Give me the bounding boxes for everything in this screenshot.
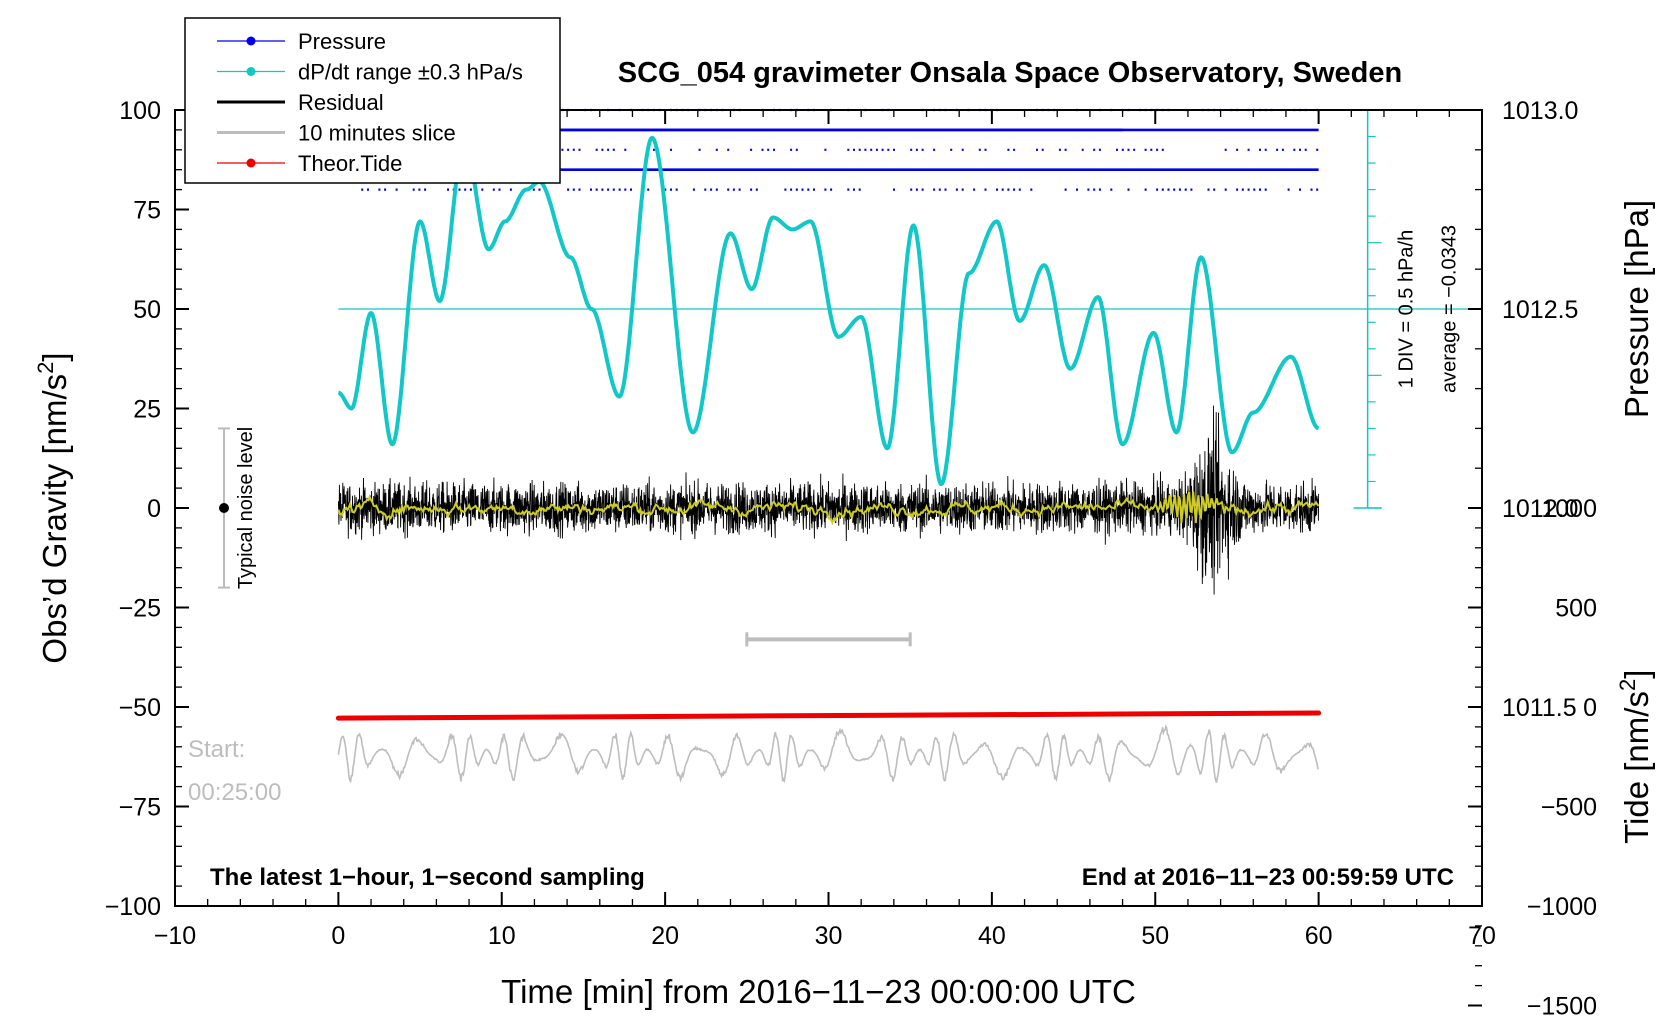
x-tick-label: −10 (154, 922, 196, 950)
legend-label: dP/dt range ±0.3 hPa/s (298, 60, 523, 85)
x-tick-label: 0 (331, 922, 345, 950)
tide-axis-label-sup: 2 (1615, 679, 1640, 691)
y-tick-label: 50 (133, 296, 161, 324)
pressure-tick-label: 1012.5 (1502, 296, 1578, 324)
y-axis-label-close: ] (36, 352, 73, 361)
pressure-tick-label: 1013.0 (1502, 97, 1578, 125)
y-tick-label: 0 (147, 495, 161, 523)
tide-tick-label: −1000 (1527, 893, 1597, 921)
x-tick-label: 60 (1305, 922, 1333, 950)
tide-axis-label-close: ] (1618, 670, 1655, 679)
y-tick-label: −25 (119, 595, 161, 623)
start-time: 00:25:00 (188, 779, 281, 806)
tide-tick-label: 0 (1583, 694, 1597, 722)
plot-area (218, 108, 1482, 784)
dpdt-curve (337, 135, 1320, 487)
pressure-tick-label: 1012.0 (1502, 495, 1578, 523)
tide-line (335, 710, 1322, 721)
y-tick-label: −75 (119, 794, 161, 822)
tide-tick-label: −1500 (1527, 993, 1597, 1020)
y-tick-label: 100 (119, 97, 161, 125)
legend-label: Pressure (298, 29, 386, 54)
noise-level-label: Typical noise level (235, 427, 257, 589)
dpdt-average-label: average = −0.0343 (1439, 225, 1461, 393)
labels: Typical noise level 1 DIV = 0.5 hPa/h aver… (33, 57, 1655, 1010)
y-tick-label: −50 (119, 694, 161, 722)
tide-axis-label: Tide [nm/s2] (1615, 670, 1655, 844)
tide-tick-label: 500 (1555, 595, 1597, 623)
y-tick-label: −100 (105, 893, 161, 921)
slice-trace (337, 724, 1319, 784)
smoothed-residual (337, 491, 1320, 525)
bottom-left-note: The latest 1−hour, 1−second sampling (210, 864, 645, 891)
chart-title: SCG_054 gravimeter Onsala Space Observat… (618, 57, 1402, 89)
y-tick-label: 25 (133, 396, 161, 424)
x-tick-label: 20 (651, 922, 679, 950)
bottom-right-note: End at 2016−11−23 00:59:59 UTC (1082, 864, 1454, 891)
x-tick-label: 40 (978, 922, 1006, 950)
axes: −10 0 10 20 30 40 50 60 701007550250−25−50−75−10… (105, 97, 1597, 1020)
residual-trace (337, 405, 1320, 595)
dpdt-div-label: 1 DIV = 0.5 hPa/h (1396, 230, 1418, 388)
tide-tick-label: 1000 (1541, 495, 1597, 523)
legend-label: Theor.Tide (298, 151, 402, 176)
y-axis-label-sup: 2 (33, 362, 58, 374)
x-tick-label: 30 (815, 922, 843, 950)
noise-bar-dot (219, 503, 230, 513)
legend-marker (246, 158, 256, 168)
y-tick-label: 75 (133, 197, 161, 225)
y-axis-label-main: Obs’d Gravity [nm/s (36, 374, 73, 664)
y-axis-label: Obs’d Gravity [nm/s2] (33, 352, 73, 663)
legend-label: Residual (298, 90, 384, 115)
x-tick-label: 10 (488, 922, 516, 950)
legend-label: 10 minutes slice (298, 121, 456, 146)
x-tick-label: 50 (1141, 922, 1169, 950)
start-label: Start: (188, 736, 245, 763)
legend-marker (246, 36, 256, 46)
x-axis-label: Time [min] from 2016−11−23 00:00:00 UTC (501, 973, 1136, 1010)
legend-marker (246, 67, 256, 76)
pressure-axis-label: Pressure [hPa] (1618, 200, 1655, 418)
legend: Pressure dP/dt range ±0.3 hPa/s Residual 10… (184, 17, 561, 184)
tide-tick-label: −500 (1541, 794, 1597, 822)
tide-axis-label-main: Tide [nm/s (1618, 691, 1655, 844)
pressure-tick-label: 1011.5 (1502, 694, 1577, 722)
